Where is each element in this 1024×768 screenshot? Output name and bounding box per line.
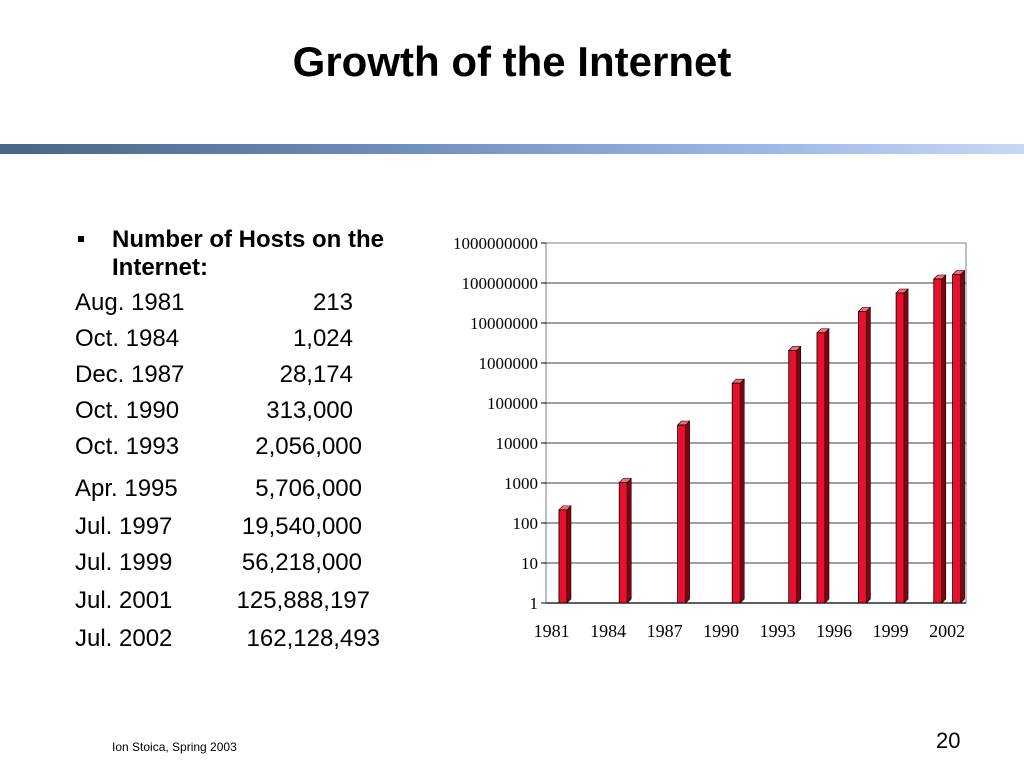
bar [816, 332, 826, 604]
host-row: Apr. 1995 5,706,000 [75, 474, 395, 504]
host-row: Jul. 1997 19,540,000 [75, 512, 395, 542]
bar [677, 424, 687, 604]
x-tick-label: 1981 [534, 621, 570, 641]
bar [933, 278, 943, 604]
host-date: Oct. 1993 [75, 433, 180, 460]
host-count: 5,706,000 [255, 475, 362, 502]
bar [952, 274, 961, 604]
bar [731, 382, 741, 604]
y-tick-label: 10 [521, 554, 538, 573]
host-date: Aug. 1981 [75, 289, 185, 316]
bar-side [866, 306, 871, 604]
host-row: Jul. 2001 125,888,197 [75, 586, 395, 616]
host-row: Oct. 1993 2,056,000 [75, 432, 395, 462]
host-row: Oct. 1984 1,024 [75, 324, 395, 354]
y-tick-label: 1000 [504, 474, 538, 493]
host-count: 56,218,000 [241, 549, 362, 576]
host-count: 19,540,000 [241, 513, 362, 540]
y-tick-label: 10000000 [470, 314, 538, 333]
bar-side [960, 269, 965, 604]
host-count: 1,024 [292, 325, 353, 352]
x-tick-label: 1990 [703, 621, 739, 641]
host-date: Oct. 1990 [75, 397, 180, 424]
y-tick-label: 10000 [496, 434, 539, 453]
page-number: 20 [936, 728, 961, 753]
host-count: 162,128,493 [246, 625, 380, 652]
host-row: Jul. 1999 56,218,000 [75, 548, 395, 578]
slide-title: Growth of the Internet [292, 38, 732, 85]
bar-side [941, 274, 947, 604]
host-date: Jul. 1997 [75, 513, 173, 540]
host-count: 2,056,000 [255, 433, 362, 460]
host-count: 213 [312, 289, 353, 316]
host-row: Jul. 2002 162,128,493 [75, 624, 395, 654]
y-tick-label: 1000000 [479, 354, 539, 373]
x-tick-label: 1987 [647, 621, 683, 641]
y-tick-label: 1 [530, 594, 539, 613]
title-divider-bar [0, 144, 1024, 154]
x-tick-label: 1993 [760, 621, 796, 641]
bullet-square-icon [78, 236, 84, 242]
bar [788, 350, 798, 604]
host-date: Jul. 2002 [75, 625, 173, 652]
bar [895, 292, 905, 604]
bar-side [796, 345, 802, 604]
bar [558, 509, 568, 604]
host-date: Dec. 1987 [75, 361, 185, 388]
bar [618, 482, 628, 604]
bullet-heading: Number of Hosts on the Internet: [112, 226, 385, 281]
host-date: Apr. 1995 [75, 475, 178, 502]
host-count: 125,888,197 [236, 587, 370, 614]
bar-side [824, 328, 830, 604]
host-row: Aug. 1981 213 [75, 288, 395, 318]
host-date: Oct. 1984 [75, 325, 180, 352]
y-tick-label: 100 [513, 514, 539, 533]
bar-side [626, 477, 632, 604]
host-row: Oct. 1990 313,000 [75, 396, 395, 426]
x-tick-label: 1999 [873, 621, 909, 641]
host-date: Jul. 2001 [75, 587, 173, 614]
y-tick-label: 100000000 [462, 274, 539, 293]
y-tick-label: 100000 [487, 394, 538, 413]
x-tick-label: 1996 [816, 621, 852, 641]
host-count: 28,174 [279, 361, 353, 388]
host-date: Jul. 1999 [75, 549, 173, 576]
bar-side [566, 505, 572, 604]
footer-author: Ion Stoica, Spring 2003 [112, 740, 237, 754]
bar-side [739, 378, 745, 604]
host-count: 313,000 [266, 397, 353, 424]
x-tick-label: 2002 [929, 621, 965, 641]
bar-side [903, 288, 909, 604]
y-tick-label: 1000000000 [453, 234, 538, 253]
x-tick-label: 1984 [590, 621, 626, 641]
bar-side [685, 420, 690, 604]
bar [858, 310, 867, 604]
host-row: Dec. 1987 28,174 [75, 360, 395, 390]
